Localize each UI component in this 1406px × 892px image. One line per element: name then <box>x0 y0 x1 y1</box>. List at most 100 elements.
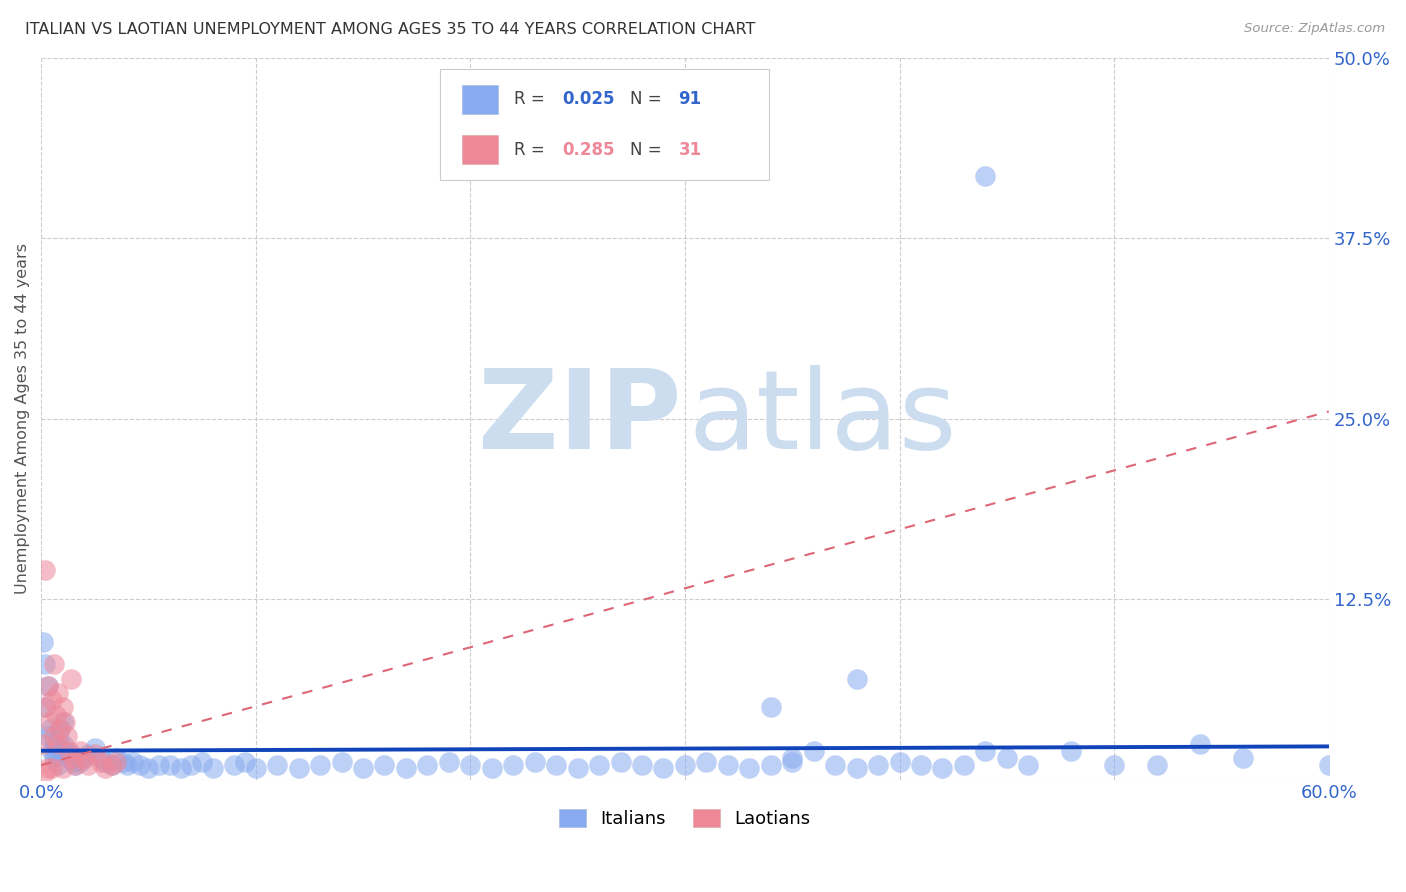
Point <box>69 756 91 770</box>
Point <box>34 700 56 714</box>
FancyBboxPatch shape <box>463 135 498 164</box>
Point <box>673 758 696 772</box>
Point <box>373 758 395 772</box>
Point <box>138 761 160 775</box>
Point <box>53 714 76 729</box>
Point <box>652 761 675 775</box>
Point <box>567 761 589 775</box>
Point <box>34 765 56 780</box>
Point <box>780 756 803 770</box>
Point <box>73 751 96 765</box>
Point <box>62 756 84 770</box>
Point <box>180 758 202 772</box>
Point <box>148 758 170 772</box>
Point <box>42 729 65 743</box>
Point <box>37 761 59 775</box>
Point <box>94 761 117 775</box>
Point <box>42 751 65 765</box>
Point <box>37 729 59 743</box>
Point <box>41 761 63 775</box>
Text: 31: 31 <box>679 141 702 159</box>
Point <box>66 751 89 765</box>
Text: N =: N = <box>630 141 666 159</box>
Point <box>37 679 59 693</box>
Text: N =: N = <box>630 90 666 108</box>
Point <box>37 679 59 693</box>
Point <box>717 758 740 772</box>
Point <box>45 747 67 761</box>
Point <box>352 761 374 775</box>
Text: atlas: atlas <box>689 365 957 472</box>
FancyBboxPatch shape <box>440 69 769 180</box>
Point <box>46 732 69 747</box>
Point <box>101 758 124 772</box>
Point <box>974 169 997 183</box>
Point <box>1017 758 1039 772</box>
Point <box>588 758 610 772</box>
Point <box>416 758 439 772</box>
Point <box>69 744 91 758</box>
Point <box>52 737 75 751</box>
Point <box>90 756 112 770</box>
Point <box>52 700 75 714</box>
Point <box>83 747 105 761</box>
Point <box>58 751 80 765</box>
Point <box>73 751 96 765</box>
Point <box>56 729 79 743</box>
Point <box>201 761 224 775</box>
Point <box>77 758 100 772</box>
Point <box>845 672 868 686</box>
Y-axis label: Unemployment Among Ages 35 to 44 years: Unemployment Among Ages 35 to 44 years <box>15 244 30 594</box>
Point <box>105 751 128 765</box>
Point <box>46 737 69 751</box>
Point <box>169 761 191 775</box>
Point <box>233 756 256 770</box>
Point <box>695 756 717 770</box>
Point <box>41 693 63 707</box>
Text: ZIP: ZIP <box>478 365 681 472</box>
Point <box>953 758 976 772</box>
Point <box>1232 751 1254 765</box>
Point <box>34 657 56 672</box>
Point <box>101 758 124 772</box>
Point <box>83 740 105 755</box>
Point <box>460 758 482 772</box>
Text: 0.285: 0.285 <box>562 141 614 159</box>
Point <box>974 744 997 758</box>
Point <box>502 758 524 772</box>
Point <box>77 747 100 761</box>
Point <box>115 758 138 772</box>
Point <box>1060 744 1083 758</box>
Point <box>1188 737 1211 751</box>
Point <box>824 758 846 772</box>
Point <box>546 758 568 772</box>
Point <box>52 761 75 775</box>
Text: ITALIAN VS LAOTIAN UNEMPLOYMENT AMONG AGES 35 TO 44 YEARS CORRELATION CHART: ITALIAN VS LAOTIAN UNEMPLOYMENT AMONG AG… <box>25 22 755 37</box>
Point <box>34 700 56 714</box>
Text: R =: R = <box>513 141 550 159</box>
FancyBboxPatch shape <box>463 85 498 114</box>
Point <box>759 758 782 772</box>
Point <box>738 761 761 775</box>
Point <box>42 657 65 672</box>
Point <box>803 744 825 758</box>
Point <box>395 761 418 775</box>
Point <box>330 756 353 770</box>
Point <box>1146 758 1168 772</box>
Point <box>94 756 117 770</box>
Point <box>38 714 60 729</box>
Point <box>128 758 150 772</box>
Point <box>52 714 75 729</box>
Point <box>32 635 55 649</box>
Point <box>46 758 69 772</box>
Point <box>60 672 83 686</box>
Text: R =: R = <box>513 90 550 108</box>
Point <box>523 756 546 770</box>
Point <box>889 756 911 770</box>
Point <box>609 756 631 770</box>
Text: 91: 91 <box>679 90 702 108</box>
Text: Source: ZipAtlas.com: Source: ZipAtlas.com <box>1244 22 1385 36</box>
Point <box>309 758 332 772</box>
Point <box>1102 758 1125 772</box>
Text: 0.025: 0.025 <box>562 90 614 108</box>
